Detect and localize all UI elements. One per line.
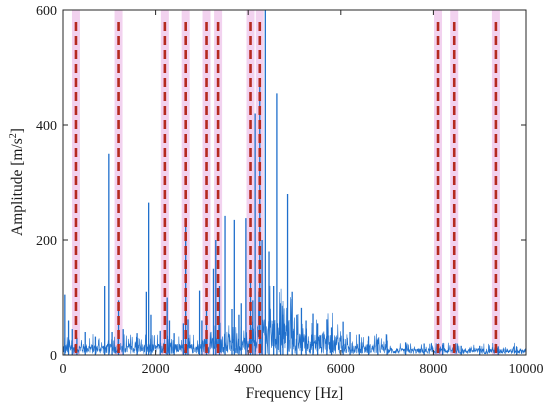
x-tick-label-4: 8000 bbox=[419, 362, 447, 377]
spectrum-noise-line bbox=[62, 285, 526, 355]
x-tick-label-0: 0 bbox=[60, 362, 67, 377]
y-axis-label-main: Amplitude [m/s bbox=[9, 138, 26, 236]
spectrum bbox=[62, 10, 526, 355]
y-axis: 0 200 400 600 bbox=[36, 4, 526, 364]
x-axis-label: Frequency [Hz] bbox=[246, 385, 344, 402]
plot-frame bbox=[62, 9, 527, 356]
x-axis: 0 2000 4000 6000 8000 10000 bbox=[60, 10, 544, 377]
y-tick-label-3: 600 bbox=[36, 4, 57, 19]
y-axis-label-superscript: 2 bbox=[8, 133, 19, 138]
x-tick-label-5: 10000 bbox=[509, 362, 544, 377]
y-tick-label-1: 200 bbox=[36, 234, 57, 249]
y-tick-label-0: 0 bbox=[50, 349, 57, 364]
x-tick-label-3: 6000 bbox=[327, 362, 355, 377]
y-axis-label: Amplitude [m/s2] bbox=[8, 128, 26, 236]
x-tick-label-2: 4000 bbox=[234, 362, 262, 377]
y-axis-label-end: ] bbox=[9, 128, 26, 133]
x-tick-label-1: 2000 bbox=[142, 362, 170, 377]
plot-area bbox=[63, 10, 526, 355]
y-tick-label-2: 400 bbox=[36, 119, 57, 134]
